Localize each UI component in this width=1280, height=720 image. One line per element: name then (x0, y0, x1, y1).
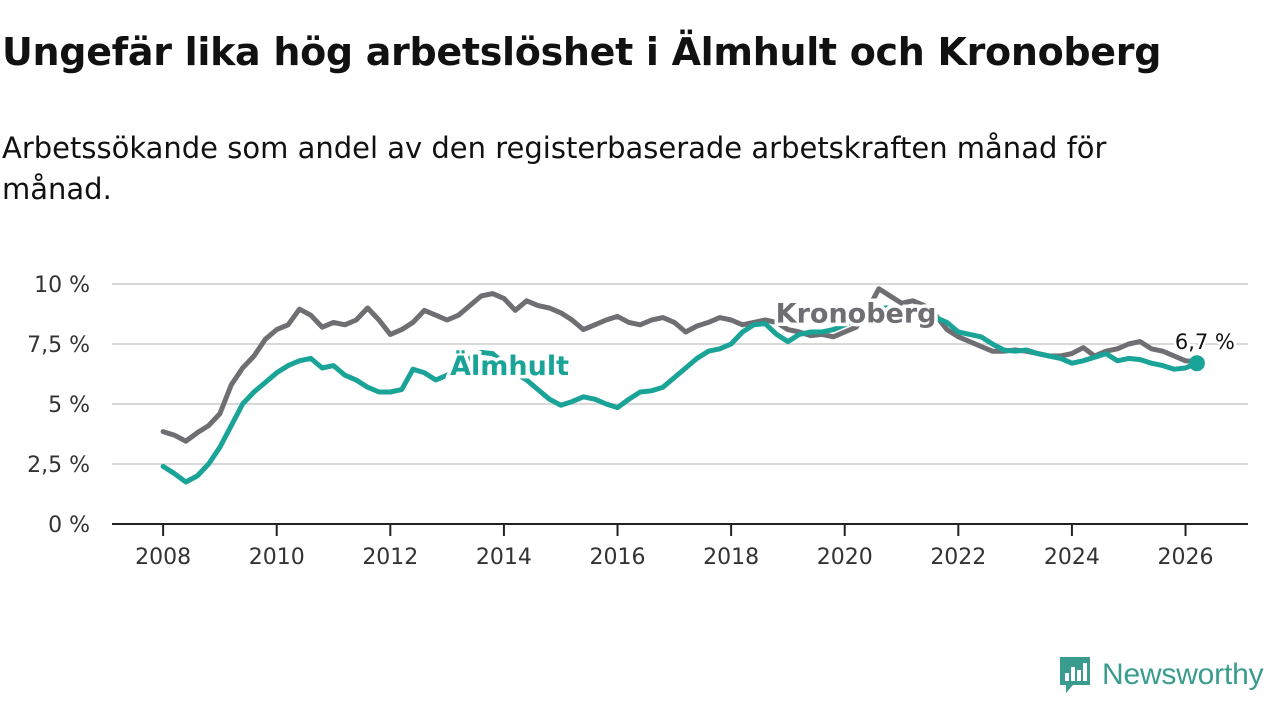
logo-text: Newsworthy (1102, 658, 1264, 691)
x-tick-label: 2010 (249, 545, 305, 570)
x-tick-label: 2024 (1044, 545, 1100, 570)
y-tick-label: 10 % (34, 273, 90, 298)
series-label-kronoberg: Kronoberg (776, 298, 937, 329)
series-lines (160, 286, 1200, 485)
series-line--lmhult (160, 305, 1200, 485)
end-value-label: 6,7 % (1175, 330, 1235, 354)
y-tick-label: 0 % (48, 513, 90, 538)
bar-chart-speech-icon (1060, 657, 1090, 693)
x-tick-label: 2026 (1158, 545, 1214, 570)
line-chart: 0 % 2,5 % 5 % 7,5 % 10 % 2008 2010 2012 2014 201… (27, 273, 1248, 570)
chart-title: Ungefär lika hög arbetslöshet i Älmhult … (2, 30, 1162, 74)
x-tick-label: 2020 (817, 545, 873, 570)
x-tick-label: 2012 (362, 545, 418, 570)
y-tick-label: 2,5 % (27, 453, 90, 478)
series-labels: Kronoberg Älmhult 6,7 % (447, 295, 1238, 386)
chart-subtitle: Arbetssökande som andel av den registerb… (2, 131, 1107, 206)
x-tick-label: 2018 (703, 545, 759, 570)
y-tick-label: 7,5 % (27, 333, 90, 358)
end-point-marker (1188, 355, 1205, 372)
x-tick-label: 2016 (590, 545, 646, 570)
x-axis: 2008 2010 2012 2014 2016 2018 2020 2022 2024 2026 (112, 523, 1248, 570)
x-tick-label: 2008 (135, 545, 191, 570)
y-axis-tick-labels: 0 % 2,5 % 5 % 7,5 % 10 % (27, 273, 90, 538)
series-label--lmhult: Älmhult (450, 350, 569, 382)
y-tick-label: 5 % (48, 393, 90, 418)
grid-lines (112, 283, 1248, 465)
x-tick-label: 2022 (930, 545, 986, 570)
newsworthy-logo: Newsworthy (1058, 655, 1264, 695)
x-tick-label: 2014 (476, 545, 532, 570)
